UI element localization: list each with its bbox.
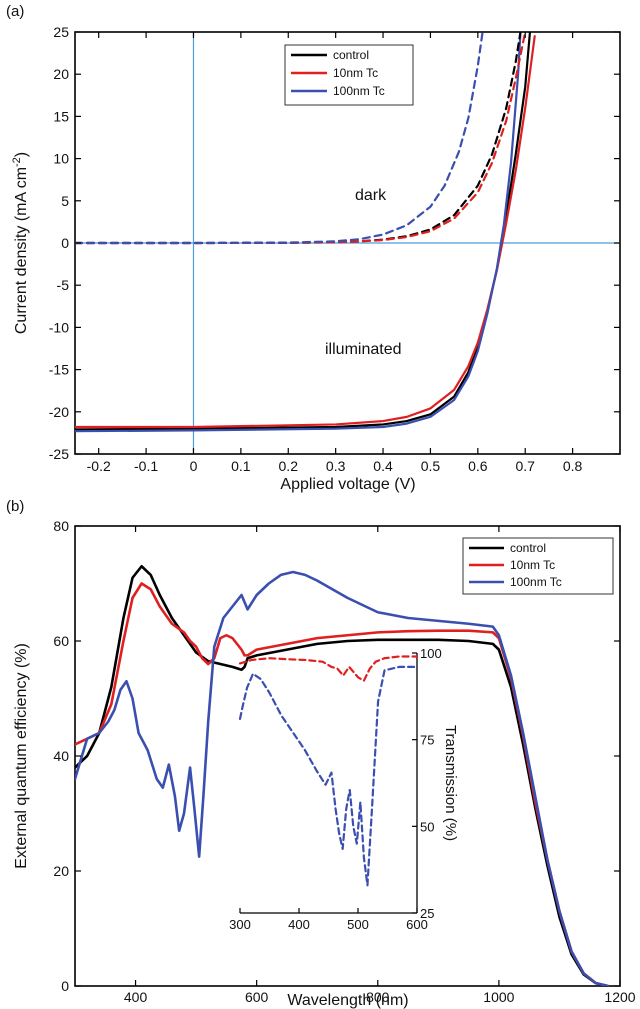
panel-b-label: (b) xyxy=(6,498,24,515)
x-tick-label: 0.3 xyxy=(326,458,346,474)
inset-series xyxy=(238,655,419,887)
inset-y-axis-title: Transmission (%) xyxy=(442,725,459,841)
inset-y-tick-label: 50 xyxy=(420,819,434,834)
panel-a-ticks xyxy=(75,31,620,455)
panel-b-ticks xyxy=(75,525,621,987)
x-tick-label: -0.1 xyxy=(134,458,158,474)
inset-x-tick-label: 500 xyxy=(347,917,369,932)
panel-a-y-tick-labels: -25 -20 -15 -10 -5 0 5 10 15 20 25 xyxy=(49,24,69,462)
x-tick-label: 0.5 xyxy=(421,458,441,474)
x-tick-label: 0.4 xyxy=(373,458,393,474)
panel-a-legend: control 10nm Tc 100nm Tc xyxy=(284,44,414,106)
y-tick-label: 40 xyxy=(53,748,69,764)
y-tick-label: -25 xyxy=(49,446,69,462)
y-tick-label: 0 xyxy=(61,235,69,251)
panel-a-series xyxy=(75,32,536,433)
inset-x-tick-label: 600 xyxy=(406,917,428,932)
panel-a-plot: -0.2 -0.1 0 0.1 0.2 0.3 0.4 0.5 0.6 0.7 0.8 -25 -20… xyxy=(49,24,621,474)
panel-a-y-axis-title: Current density (mA cm-2) xyxy=(11,152,30,334)
x-tick-label: 0 xyxy=(190,458,198,474)
inset-y-tick-label: 100 xyxy=(420,646,442,661)
annotation-dark: dark xyxy=(355,187,387,204)
panel-a-x-axis-title: Applied voltage (V) xyxy=(280,476,415,493)
y-tick-label: 0 xyxy=(61,978,69,994)
x-tick-label: 400 xyxy=(124,989,148,1005)
eqe-series-10nm-tc xyxy=(75,582,610,986)
inset-x-tick-label: 300 xyxy=(229,917,251,932)
inset-y-tick-label: 75 xyxy=(420,733,434,748)
x-tick-label: 0.2 xyxy=(279,458,299,474)
panel-a-x-tick-labels: -0.2 -0.1 0 0.1 0.2 0.3 0.4 0.5 0.6 0.7 0.8 xyxy=(87,458,583,474)
legend-a-100nm-label: 100nm Tc xyxy=(333,84,385,98)
x-tick-label: 1000 xyxy=(483,989,514,1005)
x-tick-label: 0.6 xyxy=(468,458,488,474)
panel-b-y-tick-labels: 0 20 40 60 80 xyxy=(53,518,69,994)
inset-x-tick-label: 400 xyxy=(288,917,310,932)
y-tick-label: 20 xyxy=(53,863,69,879)
x-tick-label: 0.8 xyxy=(563,458,583,474)
y-tick-label: -20 xyxy=(49,404,69,420)
x-tick-label: 0.7 xyxy=(515,458,535,474)
annotation-illuminated: illuminated xyxy=(325,341,401,358)
inset-x-tick-labels: 300 400 500 600 xyxy=(229,917,428,932)
panel-b-plot: 400 600 800 1000 1200 0 20 40 60 80 xyxy=(53,518,635,1005)
x-tick-label: 800 xyxy=(366,989,390,1005)
x-tick-label: 0.1 xyxy=(231,458,251,474)
y-tick-label: -15 xyxy=(49,362,69,378)
panel-a-y-axis-title-exponent: -2 xyxy=(11,157,23,167)
inset-transmission-plot: 300 400 500 600 25 50 75 100 Transmission (%) xyxy=(229,646,459,932)
panel-b-x-tick-labels: 400 600 800 1000 1200 xyxy=(124,989,636,1005)
legend-b-control-label: control xyxy=(510,541,546,555)
panel-b-legend: control 10nm Tc 100nm Tc xyxy=(462,537,614,595)
transmission-series-10nm-tc xyxy=(238,655,419,682)
y-tick-label: 60 xyxy=(53,633,69,649)
x-tick-label: 1200 xyxy=(604,989,635,1005)
y-tick-label: -5 xyxy=(57,277,70,293)
y-tick-label: 15 xyxy=(53,108,69,124)
panel-b-y-axis-title: External quantum efficiency (%) xyxy=(13,643,30,869)
legend-a-10nm-label: 10nm Tc xyxy=(333,66,378,80)
legend-a-control-label: control xyxy=(333,48,369,62)
panel-a-label: (a) xyxy=(6,3,24,20)
y-tick-label: 80 xyxy=(53,518,69,534)
panel-b-series xyxy=(75,564,610,986)
panel-a-y-axis-title-tail: ) xyxy=(13,152,30,157)
y-tick-label: 10 xyxy=(53,151,69,167)
y-tick-label: 20 xyxy=(53,66,69,82)
y-tick-label: 5 xyxy=(61,193,69,209)
panel-a-y-axis-title-main: Current density (mA cm xyxy=(13,167,30,334)
series-100nm-tc-illuminated xyxy=(75,32,522,433)
panel-b-x-axis-title: Wavelength (nm) xyxy=(287,992,408,1009)
inset-y-tick-label: 25 xyxy=(420,906,434,921)
legend-b-100nm-label: 100nm Tc xyxy=(510,575,562,589)
x-tick-label: 600 xyxy=(245,989,269,1005)
series-control-illuminated xyxy=(75,32,532,431)
transmission-series-100nm-tc xyxy=(238,665,419,887)
series-100nm-tc-dark xyxy=(75,32,484,245)
eqe-series-100nm-tc xyxy=(75,570,610,986)
inset-y-tick-labels: 25 50 75 100 xyxy=(420,646,442,921)
legend-b-10nm-label: 10nm Tc xyxy=(510,558,555,572)
y-tick-label: -10 xyxy=(49,319,69,335)
x-tick-label: -0.2 xyxy=(87,458,111,474)
series-10nm-tc-illuminated xyxy=(75,35,536,429)
inset-ticks xyxy=(239,652,418,914)
y-tick-label: 25 xyxy=(53,24,69,40)
